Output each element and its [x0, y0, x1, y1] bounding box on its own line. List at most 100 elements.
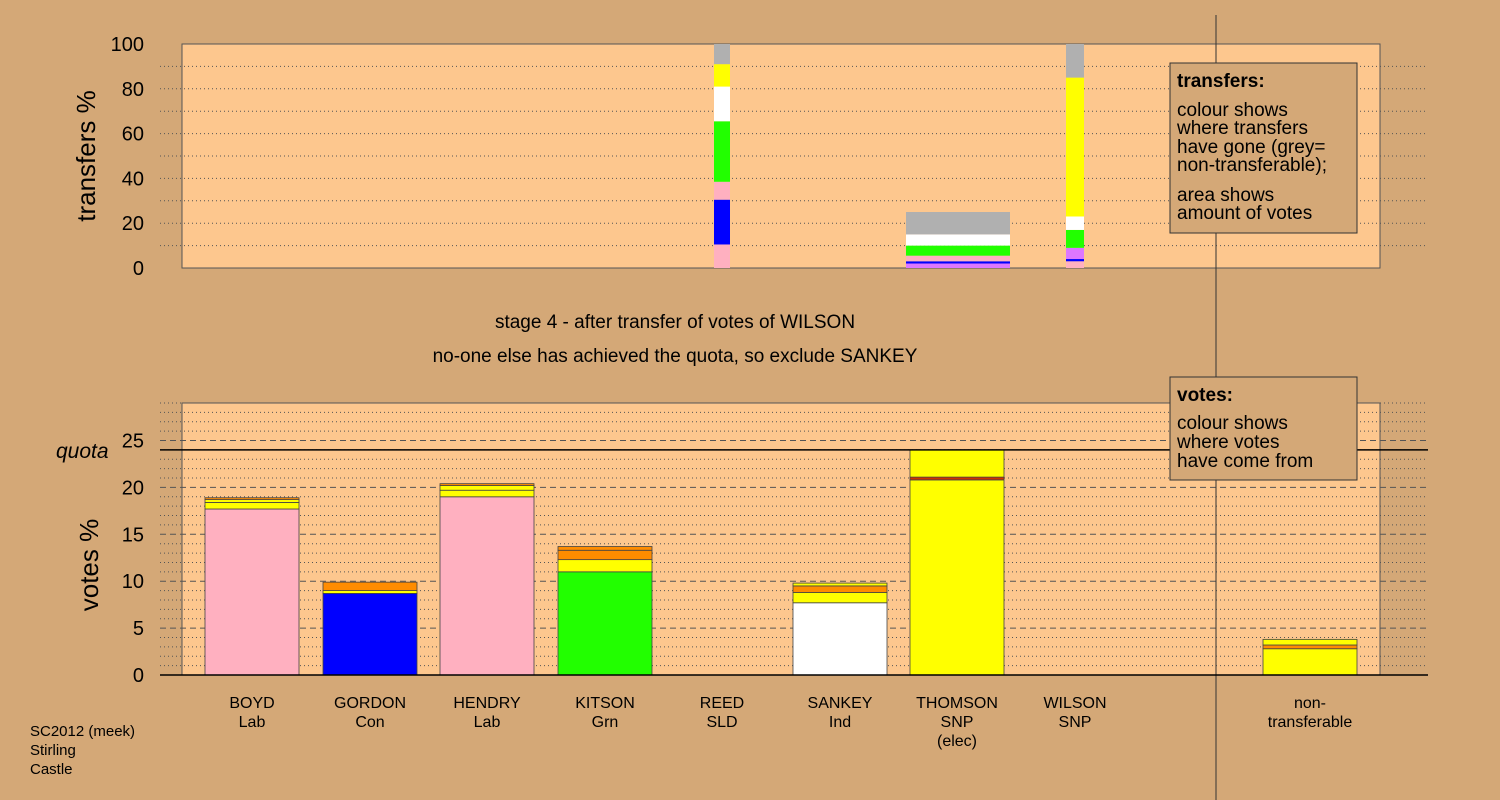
- transfer-segment: [906, 261, 1010, 264]
- votes-legend-title: votes:: [1177, 385, 1233, 406]
- vote-segment: [557, 559, 653, 573]
- y-tick-label: 0: [133, 665, 144, 687]
- footer-line: SC2012 (meek): [30, 723, 135, 740]
- y-tick-label: 20: [122, 213, 144, 235]
- vote-segment: [322, 581, 418, 591]
- transfer-column-reed: [714, 44, 730, 268]
- transfer-column-wilson: [1066, 44, 1084, 268]
- quota-label: quota: [56, 440, 109, 463]
- y-tick-label: 80: [122, 79, 144, 101]
- vote-segment: [439, 485, 535, 491]
- candidate-name-label: BOYD: [229, 695, 274, 712]
- vote-segment: [439, 483, 535, 486]
- transfers-axis-label: transfers %: [71, 90, 101, 222]
- y-tick-label: 20: [122, 477, 144, 499]
- candidate-party-label: Lab: [239, 714, 266, 731]
- transfers-bars: [714, 44, 1084, 268]
- vote-segment: [439, 489, 535, 498]
- transfer-segment: [906, 234, 1010, 246]
- vote-bar-sankey: [792, 582, 888, 676]
- transfer-segment: [714, 121, 730, 182]
- votes-axis-label: votes %: [74, 519, 104, 612]
- transfer-segment: [1066, 229, 1084, 248]
- vote-segment: [1262, 648, 1358, 676]
- transfers-legend-line: where transfers: [1176, 118, 1308, 139]
- vote-bar-gordon: [322, 581, 418, 676]
- transfer-column-sankey: [906, 212, 1010, 268]
- y-tick-label: 10: [122, 571, 144, 593]
- vote-bar-thomson: [909, 449, 1005, 676]
- candidate-name-label: non-: [1294, 695, 1326, 712]
- y-tick-label: 100: [111, 34, 144, 56]
- transfers-legend-line: area shows: [1177, 185, 1274, 206]
- transfer-segment: [1066, 216, 1084, 230]
- vote-bar-kitson: [557, 546, 653, 676]
- candidate-extra-label: (elec): [937, 733, 977, 750]
- vote-bar-non: [1262, 638, 1358, 676]
- transfer-segment: [906, 255, 1010, 262]
- candidate-party-label: SNP: [1059, 714, 1092, 731]
- candidate-party-label: SLD: [706, 714, 737, 731]
- vote-segment: [792, 585, 888, 593]
- candidate-party-label: Grn: [592, 714, 619, 731]
- y-tick-label: 15: [122, 524, 144, 546]
- candidate-name-label: THOMSON: [916, 695, 998, 712]
- candidate-name-label: WILSON: [1043, 695, 1106, 712]
- candidate-name-label: REED: [700, 695, 744, 712]
- candidate-name-label: SANKEY: [808, 695, 873, 712]
- vote-segment: [204, 497, 300, 501]
- transfers-legend-line: non-transferable);: [1177, 155, 1327, 176]
- candidate-name-label: HENDRY: [453, 695, 521, 712]
- vote-segment: [557, 546, 653, 551]
- transfers-legend-title: transfers:: [1177, 71, 1265, 92]
- transfer-segment: [1066, 44, 1084, 78]
- transfers-legend-line: amount of votes: [1177, 203, 1312, 224]
- status-line: no-one else has achieved the quota, so e…: [433, 346, 918, 367]
- transfers-legend-line: colour shows: [1177, 100, 1288, 121]
- vote-segment: [909, 479, 1005, 676]
- candidate-party-label: Ind: [829, 714, 851, 731]
- y-tick-label: 5: [133, 618, 144, 640]
- vote-segment: [792, 592, 888, 604]
- y-tick-label: 25: [122, 431, 144, 453]
- votes-legend-line: have come from: [1177, 451, 1313, 472]
- vote-segment: [204, 499, 300, 503]
- y-tick-label: 40: [122, 168, 144, 190]
- vote-segment: [204, 508, 300, 676]
- footer-line: Stirling: [30, 742, 76, 759]
- vote-segment: [909, 449, 1005, 478]
- vote-bar-boyd: [204, 497, 300, 676]
- footer-line: Castle: [30, 761, 73, 778]
- transfer-segment: [1066, 261, 1084, 268]
- candidate-party-label: SNP: [941, 714, 974, 731]
- transfer-segment: [1066, 259, 1084, 262]
- vote-segment: [792, 582, 888, 587]
- vote-segment: [1262, 638, 1358, 646]
- vote-segment: [557, 571, 653, 676]
- votes-bars: [204, 449, 1358, 676]
- candidate-party-label: Lab: [474, 714, 501, 731]
- candidate-labels: BOYD Lab GORDON Con HENDRY Lab KITSON Grn REED SL…: [229, 695, 1352, 750]
- vote-segment: [1262, 644, 1358, 650]
- vote-segment: [439, 496, 535, 676]
- y-tick-label: 0: [133, 258, 144, 280]
- candidate-name-label: KITSON: [575, 695, 635, 712]
- vote-segment: [322, 590, 418, 594]
- votes-legend-line: where votes: [1176, 432, 1279, 453]
- transfers-legend: transfers: colour shows where transfers …: [1169, 62, 1358, 234]
- transfer-segment: [714, 181, 730, 200]
- candidate-name-label: GORDON: [334, 695, 406, 712]
- vote-segment: [204, 502, 300, 510]
- vote-segment: [322, 593, 418, 676]
- vote-bar-hendry: [439, 483, 535, 676]
- y-tick-label: 60: [122, 124, 144, 146]
- vote-segment: [909, 476, 1005, 481]
- transfer-segment: [906, 263, 1010, 268]
- transfers-tick-labels: 0 20 40 60 80 100: [111, 34, 144, 280]
- transfer-segment: [714, 64, 730, 87]
- votes-legend: votes: colour shows where votes have com…: [1169, 376, 1358, 481]
- votes-legend-line: colour shows: [1177, 413, 1288, 434]
- transfer-segment: [714, 199, 730, 245]
- transfer-segment: [714, 244, 730, 268]
